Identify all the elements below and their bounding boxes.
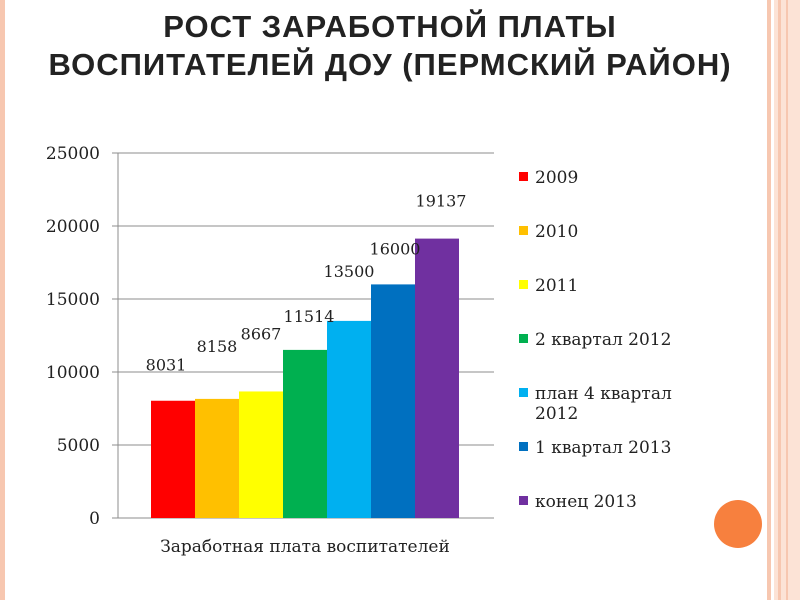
right-border-stripe (786, 0, 788, 600)
y-tick-label: 20000 (46, 217, 100, 237)
data-label: 13500 (324, 262, 375, 281)
legend-label: 1 квартал 2013 (535, 438, 671, 458)
y-tick-label: 15000 (46, 290, 100, 310)
legend-label: 2010 (535, 222, 578, 242)
legend-label: конец 2013 (535, 492, 637, 512)
bar (415, 238, 459, 518)
left-border-band (0, 0, 5, 600)
legend: 2009 2010 2011 2 квартал 2012 план 4 квартал… (519, 168, 672, 512)
y-tick-label: 10000 (46, 363, 100, 383)
x-axis-label: Заработная плата воспитателей (160, 537, 450, 557)
bar (327, 320, 371, 518)
bar (283, 349, 327, 518)
data-label: 16000 (370, 239, 421, 258)
data-label: 11514 (284, 307, 335, 326)
right-border-stripe (778, 0, 781, 600)
bars (151, 238, 459, 518)
data-label: 8158 (197, 337, 238, 356)
data-label: 19137 (416, 192, 467, 211)
slide-title: РОСТ ЗАРАБОТНОЙ ПЛАТЫ ВОСПИТАТЕЛЕЙ ДОУ (… (48, 9, 732, 82)
legend-swatch (519, 280, 528, 289)
legend-label: 2 квартал 2012 (535, 330, 671, 350)
decorative-circle (714, 500, 762, 548)
y-axis: 0 5000 10000 15000 20000 25000 (46, 144, 119, 529)
y-tick-label: 5000 (57, 436, 100, 456)
legend-swatch (519, 496, 528, 505)
y-tick-label: 0 (89, 509, 100, 529)
legend-label: 2011 (535, 276, 578, 296)
bar (151, 400, 195, 518)
right-border-stripe (767, 0, 771, 600)
data-label: 8031 (146, 356, 187, 375)
bar (239, 391, 283, 518)
legend-label: план 4 квартал 2012 (535, 384, 672, 424)
data-label: 8667 (241, 324, 282, 343)
y-tick-label: 25000 (46, 144, 100, 164)
legend-swatch (519, 334, 528, 343)
legend-swatch (519, 442, 528, 451)
bar (195, 398, 239, 518)
bar (371, 284, 415, 518)
legend-swatch (519, 388, 528, 397)
legend-swatch (519, 226, 528, 235)
legend-swatch (519, 172, 528, 181)
legend-label: 2009 (535, 168, 578, 188)
